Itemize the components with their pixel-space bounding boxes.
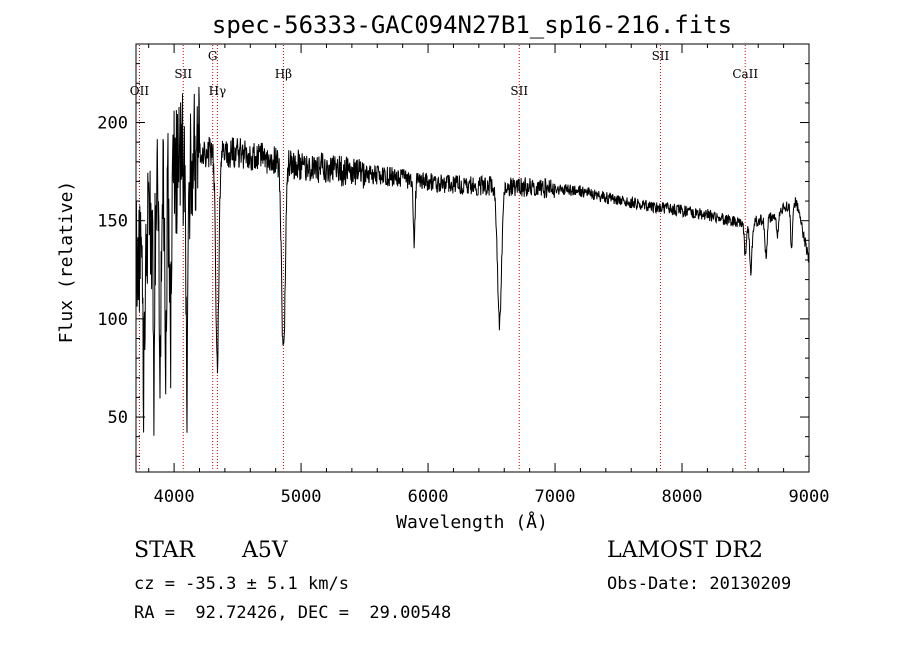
y-tick-label: 200 — [97, 114, 128, 134]
spectral-line-label: Hγ — [209, 84, 227, 98]
spectral-line-label: SII — [510, 84, 528, 98]
spectral-line-label: CaII — [732, 67, 758, 81]
x-tick-label: 5000 — [281, 487, 322, 507]
redshift-cz: cz = -35.3 ± 5.1 km/s — [134, 574, 349, 594]
spectral-line-markers: OII SII G Hγ Hβ SII SII CaII — [130, 45, 758, 471]
spectral-line-label: SII — [174, 67, 192, 81]
object-class: STAR — [134, 538, 195, 563]
coordinates: RA = 92.72426, DEC = 29.00548 — [134, 603, 452, 623]
axis-ticks: 4000 5000 6000 7000 8000 9000 50 100 150 200 — [97, 44, 829, 507]
obs-date: Obs-Date: 20130209 — [607, 574, 792, 594]
y-tick-label: 50 — [108, 408, 128, 428]
spectral-line-label: SII — [652, 49, 670, 63]
x-tick-label: 4000 — [154, 487, 195, 507]
survey-name: LAMOST DR2 — [607, 538, 763, 563]
plot-frame — [135, 43, 810, 473]
spectrum-line — [135, 86, 810, 436]
spectral-line-label: G — [208, 49, 218, 63]
y-tick-label: 100 — [97, 310, 128, 330]
x-tick-label: 7000 — [535, 487, 576, 507]
x-tick-label: 8000 — [662, 487, 703, 507]
spectral-line-label: OII — [130, 84, 150, 98]
x-tick-label: 6000 — [408, 487, 449, 507]
spectral-line-label: Hβ — [275, 67, 292, 81]
chart-title: spec-56333-GAC094N27B1_sp16-216.fits — [212, 11, 732, 39]
x-tick-label: 9000 — [789, 487, 830, 507]
y-tick-label: 150 — [97, 212, 128, 232]
object-subclass: A5V — [242, 538, 288, 563]
x-axis-label: Wavelength (Å) — [396, 511, 548, 533]
y-axis-label: Flux (relative) — [56, 181, 77, 344]
